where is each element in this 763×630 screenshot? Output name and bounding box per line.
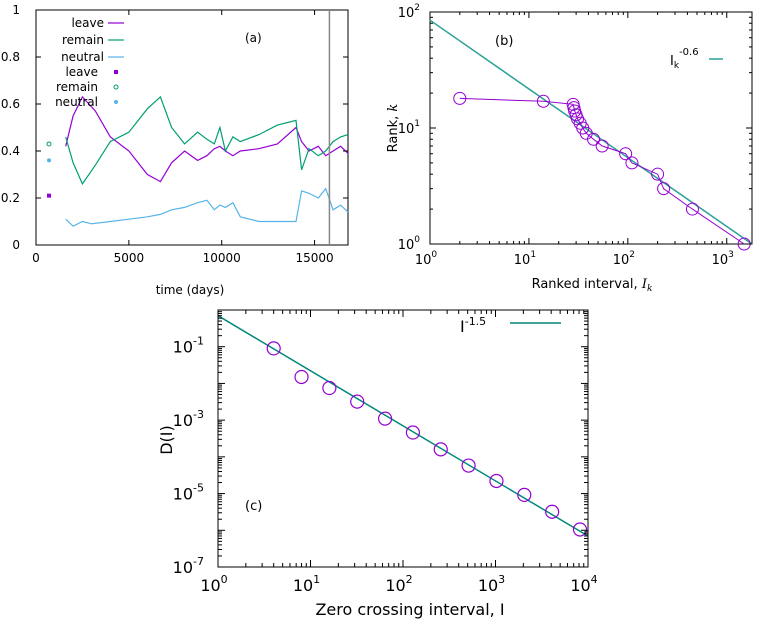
- data-point: [572, 522, 588, 537]
- data-point: [517, 487, 532, 503]
- x-tick-label: 103: [712, 250, 734, 268]
- data-point: [489, 473, 504, 489]
- data-point: [322, 380, 337, 396]
- data-point: [377, 411, 393, 426]
- legend-label: leave: [65, 65, 98, 79]
- legend-label: neutral: [55, 95, 98, 109]
- panel-c: 100 101 102 103 104 10-7 10-5 10-3 10-1 (c) Zero…: [157, 309, 598, 619]
- x-tick-label: 101: [514, 250, 536, 268]
- y-tick-label: 10-5: [173, 482, 204, 504]
- data-point: [266, 341, 281, 356]
- y-tick-label: 10-3: [173, 408, 204, 430]
- x-tick-label: 100: [200, 573, 227, 595]
- panel-a-label: (a): [245, 31, 262, 45]
- y-tick-label: 101: [398, 119, 420, 137]
- data-line: [459, 97, 745, 245]
- x-tick-label: 104: [570, 573, 597, 595]
- fit-line: [429, 19, 753, 245]
- x-tick-label: 101: [293, 573, 320, 595]
- data-point: [433, 442, 448, 457]
- panel-c-ticks: 100 101 102 103 104 10-7 10-5 10-3 10-1: [173, 309, 598, 595]
- data-point: [545, 504, 560, 519]
- panel-a-frame: [35, 9, 349, 246]
- data-point: [619, 147, 633, 161]
- panel-c-legend: I-1.5: [460, 315, 561, 336]
- series-line-remain: [65, 95, 349, 186]
- legend-label: I-1.5: [460, 315, 486, 336]
- y-tick-label: 100: [398, 235, 421, 253]
- panel-b-legend: Ik-0.6: [670, 47, 723, 71]
- data-point: [587, 132, 601, 146]
- data-point: [405, 425, 421, 440]
- x-tick-label: 100: [415, 250, 438, 268]
- y-tick-label: 0.2: [1, 191, 20, 205]
- point-neutral: [47, 158, 51, 163]
- x-tick-label: 103: [478, 573, 505, 595]
- point-leave: [47, 193, 51, 198]
- data-point: [685, 202, 699, 216]
- y-tick-label: 0.6: [1, 97, 20, 111]
- x-tick-label: 0: [32, 251, 40, 265]
- data-point: [595, 139, 609, 153]
- series-line-leave: [65, 95, 349, 183]
- data-point: [294, 369, 309, 385]
- legend-label: remain: [62, 33, 104, 47]
- data-point: [453, 91, 467, 105]
- y-tick-label: 10-7: [173, 555, 204, 577]
- fit-line: [217, 315, 589, 537]
- panel-b-ylabel: Rank, k: [386, 104, 401, 153]
- x-tick-label: 15000: [295, 251, 333, 265]
- legend-marker-leave: [114, 70, 118, 74]
- data-point: [350, 394, 365, 409]
- y-tick-label: 0: [12, 238, 20, 252]
- panel-a-series: [46, 10, 349, 245]
- legend-marker-neutral: [114, 100, 118, 104]
- legend-label: remain: [56, 80, 98, 94]
- x-tick-label: 102: [385, 573, 412, 595]
- y-tick-label: 102: [398, 3, 420, 21]
- data-point: [461, 458, 476, 473]
- legend-label: neutral: [61, 50, 104, 64]
- panel-a: 0 5000 10000 15000 0 0.2 0.4 0.6 0.8 1 (a) time (…: [1, 3, 349, 297]
- panel-a-legend: leave remain neutral leave remain neutra…: [55, 16, 124, 109]
- panel-b-series: [429, 19, 753, 251]
- legend-marker-remain: [113, 84, 119, 90]
- legend-label: leave: [71, 16, 104, 30]
- panel-c-xlabel: Zero crossing interval, I: [315, 600, 504, 619]
- panel-a-ticks: 0 5000 10000 15000 0 0.2 0.4 0.6 0.8 1: [1, 3, 348, 265]
- legend-label: Ik-0.6: [670, 47, 699, 71]
- panel-b-ticks: 100 101 102 103 100 101 102: [398, 3, 752, 268]
- data-point: [651, 167, 665, 181]
- panel-b-frame: [429, 11, 753, 245]
- panel-c-series: [217, 315, 589, 537]
- y-tick-label: 0.8: [1, 50, 20, 64]
- panel-c-ylabel: D(I): [157, 425, 176, 455]
- series-line-neutral: [65, 187, 349, 227]
- panel-a-xlabel: time (days): [156, 283, 225, 297]
- y-tick-label: 1: [12, 3, 20, 17]
- panel-b: 100 101 102 103 100 101 102 (b) Ranked interva…: [386, 3, 753, 294]
- x-tick-label: 10000: [203, 251, 241, 265]
- panel-b-label: (b): [495, 34, 513, 49]
- x-tick-label: 102: [613, 250, 635, 268]
- data-point: [625, 156, 639, 170]
- data-point: [657, 182, 671, 196]
- panel-b-xlabel: Ranked interval, Ik: [532, 277, 653, 294]
- point-remain: [46, 141, 52, 147]
- data-point: [536, 94, 550, 108]
- x-tick-label: 5000: [114, 251, 145, 265]
- panel-c-label: (c): [245, 499, 262, 514]
- y-tick-label: 0.4: [1, 144, 20, 158]
- y-tick-label: 10-1: [173, 335, 204, 357]
